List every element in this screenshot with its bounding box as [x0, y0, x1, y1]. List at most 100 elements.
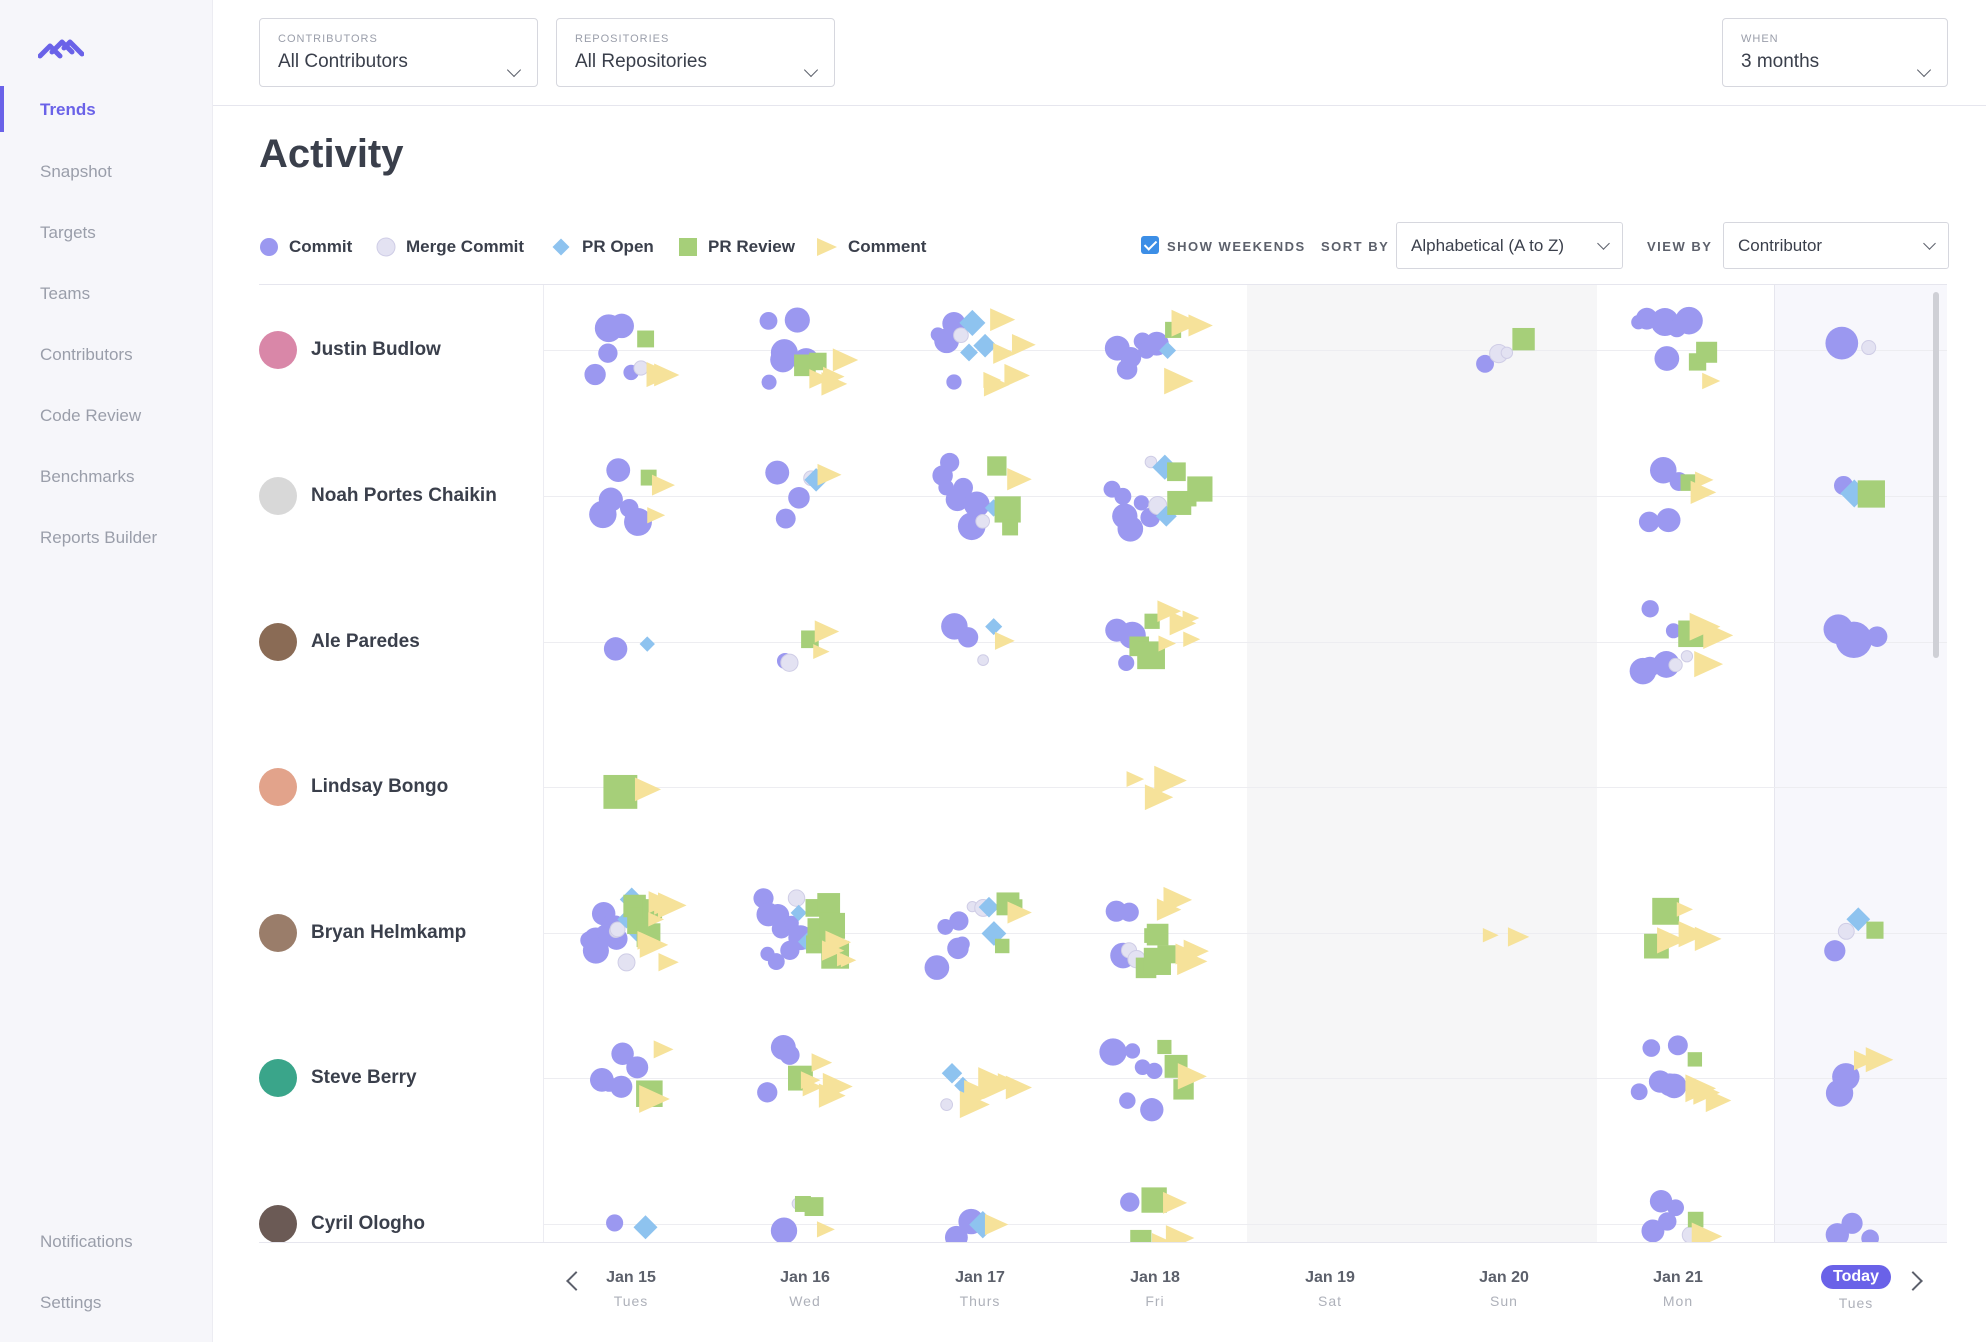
commit-mark[interactable]	[1119, 902, 1139, 922]
pr-review-mark[interactable]	[1696, 341, 1718, 363]
commit-mark[interactable]	[626, 1056, 649, 1079]
pr-review-mark[interactable]	[637, 330, 655, 348]
commit-mark[interactable]	[1661, 1073, 1687, 1099]
pr-review-mark[interactable]	[1157, 945, 1176, 964]
commit-mark[interactable]	[1824, 940, 1846, 962]
pr-review-mark[interactable]	[1687, 1052, 1703, 1067]
commit-mark[interactable]	[784, 307, 810, 333]
sidebar-item-settings[interactable]: Settings	[40, 1293, 102, 1312]
comment-mark[interactable]	[1705, 1088, 1732, 1113]
commit-mark[interactable]	[1641, 1219, 1665, 1242]
commit-mark[interactable]	[1641, 600, 1659, 618]
comment-mark[interactable]	[1188, 314, 1213, 337]
commit-mark[interactable]	[957, 627, 979, 648]
comment-mark[interactable]	[651, 474, 675, 496]
comment-mark[interactable]	[993, 343, 1017, 364]
comment-mark[interactable]	[1691, 1222, 1723, 1242]
comment-mark[interactable]	[1183, 939, 1209, 963]
merge-commit-mark[interactable]	[787, 889, 806, 907]
sidebar-item-contributors[interactable]: Contributors	[40, 345, 133, 364]
commit-mark[interactable]	[1665, 623, 1681, 639]
sidebar-item-teams[interactable]: Teams	[40, 284, 91, 303]
commit-mark[interactable]	[1656, 508, 1681, 533]
commit-mark[interactable]	[1866, 626, 1888, 647]
commit-mark[interactable]	[767, 953, 785, 971]
commit-mark[interactable]	[624, 508, 652, 536]
pr-review-mark[interactable]	[1130, 1229, 1152, 1242]
merge-commit-mark[interactable]	[633, 360, 649, 376]
comment-mark[interactable]	[1005, 1075, 1032, 1100]
merge-commit-mark[interactable]	[1680, 650, 1694, 663]
contributor-row[interactable]: Cyril Ologho	[259, 1204, 425, 1242]
comment-mark[interactable]	[802, 1077, 823, 1097]
commit-mark[interactable]	[611, 1042, 634, 1066]
comment-mark[interactable]	[821, 372, 848, 396]
comment-mark[interactable]	[634, 777, 662, 802]
pr-open-mark[interactable]	[639, 636, 655, 652]
comment-mark[interactable]	[983, 1075, 1010, 1100]
commit-mark[interactable]	[949, 911, 969, 931]
commit-mark[interactable]	[937, 918, 954, 935]
commit-mark[interactable]	[603, 637, 628, 661]
comment-mark[interactable]	[1154, 765, 1187, 796]
comment-mark[interactable]	[1126, 771, 1145, 788]
comment-mark[interactable]	[1694, 651, 1724, 678]
view-by-select[interactable]: Contributor	[1723, 222, 1949, 269]
comment-mark[interactable]	[964, 1079, 995, 1108]
commit-mark[interactable]	[1120, 346, 1142, 368]
comment-mark[interactable]	[1007, 468, 1032, 491]
commit-mark[interactable]	[761, 374, 777, 390]
commit-mark[interactable]	[1119, 1092, 1136, 1109]
pr-review-mark[interactable]	[1141, 1187, 1167, 1213]
pr-review-mark[interactable]	[1652, 897, 1680, 925]
commit-mark[interactable]	[963, 491, 990, 518]
comment-mark[interactable]	[647, 507, 666, 524]
comment-mark[interactable]	[816, 1221, 835, 1238]
comment-mark[interactable]	[1678, 921, 1708, 948]
commit-mark[interactable]	[1117, 516, 1144, 542]
sidebar-item-reports-builder[interactable]: Reports Builder	[40, 528, 158, 547]
merge-commit-mark[interactable]	[977, 654, 989, 666]
comment-mark[interactable]	[983, 373, 1010, 397]
contributor-row[interactable]: Justin Budlow	[259, 330, 441, 370]
comment-mark[interactable]	[1163, 886, 1193, 913]
merge-commit-mark[interactable]	[1500, 346, 1514, 359]
commit-mark[interactable]	[954, 936, 970, 952]
comment-mark[interactable]	[813, 644, 830, 660]
pr-review-mark[interactable]	[817, 893, 841, 916]
merge-commit-mark[interactable]	[617, 953, 636, 972]
pr-review-mark[interactable]	[994, 938, 1010, 954]
comment-mark[interactable]	[1183, 631, 1201, 647]
sort-by-select[interactable]: Alphabetical (A to Z)	[1396, 222, 1623, 269]
merge-commit-mark[interactable]	[953, 327, 969, 344]
pr-review-mark[interactable]	[1857, 480, 1885, 508]
commit-mark[interactable]	[788, 487, 810, 509]
contributor-row[interactable]: Steve Berry	[259, 1058, 417, 1098]
sidebar-item-targets[interactable]: Targets	[40, 223, 96, 242]
commit-mark[interactable]	[1120, 1192, 1140, 1212]
commit-mark[interactable]	[1476, 354, 1494, 373]
commit-mark[interactable]	[1667, 1035, 1688, 1056]
commit-mark[interactable]	[1146, 1062, 1163, 1079]
contributor-row[interactable]: Lindsay Bongo	[259, 767, 448, 807]
comment-mark[interactable]	[1482, 927, 1499, 943]
commit-mark[interactable]	[1118, 654, 1135, 672]
comment-mark[interactable]	[1695, 471, 1714, 489]
comment-mark[interactable]	[984, 1213, 1009, 1236]
commit-mark[interactable]	[940, 452, 960, 473]
pr-review-mark[interactable]	[987, 456, 1007, 476]
pr-review-mark[interactable]	[603, 774, 638, 809]
comment-mark[interactable]	[817, 463, 842, 486]
merge-commit-mark[interactable]	[780, 653, 799, 672]
comment-mark[interactable]	[1865, 1047, 1894, 1073]
commit-mark[interactable]	[1638, 511, 1660, 533]
merge-commit-mark[interactable]	[975, 513, 991, 529]
comment-mark[interactable]	[1165, 1225, 1195, 1242]
commit-mark[interactable]	[1642, 1039, 1661, 1057]
pr-open-mark[interactable]	[978, 896, 1000, 918]
comment-mark[interactable]	[1144, 784, 1174, 811]
commit-mark[interactable]	[582, 937, 609, 964]
grid-scrollbar[interactable]	[1933, 292, 1939, 658]
comment-mark[interactable]	[1507, 927, 1530, 947]
comment-mark[interactable]	[840, 953, 857, 968]
